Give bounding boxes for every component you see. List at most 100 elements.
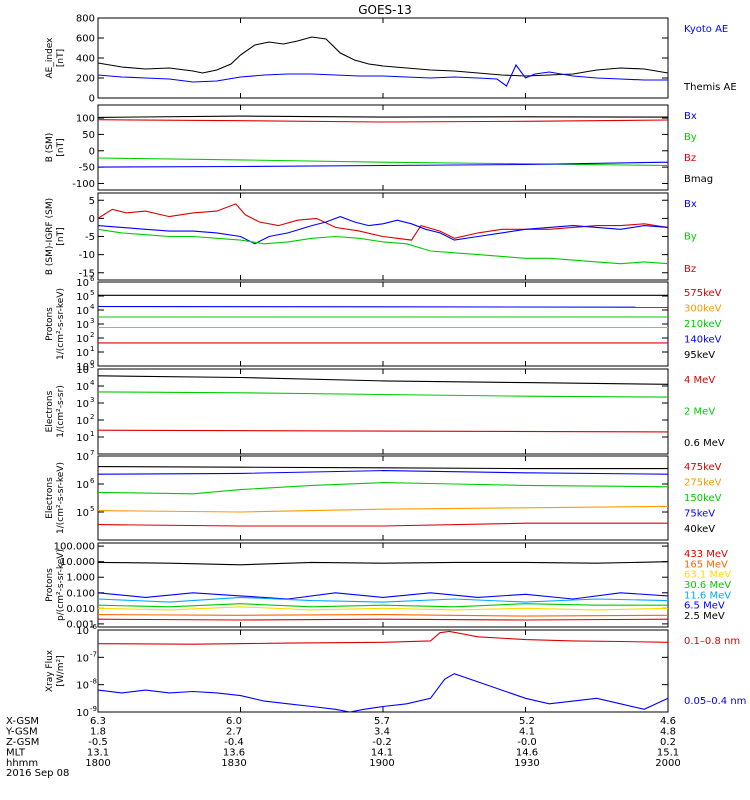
y-axis-label: AE_index — [45, 37, 55, 79]
legend-entry: 40keV — [684, 524, 715, 535]
y-tick-label: 0 — [89, 94, 95, 105]
legend-entry: 63.1 MeV — [684, 570, 731, 581]
y-tick-label: 400 — [76, 54, 95, 65]
legend-entry: 6.5 MeV — [684, 601, 725, 612]
y-tick-label: 0 — [89, 146, 95, 157]
series-line-63-1-mev — [97, 606, 669, 611]
legend-entry: 140keV — [684, 335, 722, 346]
y-tick-exponent: 7 — [90, 449, 94, 457]
y-axis-label: 1/(cm²-s-sr-keV) — [56, 462, 66, 534]
orbit-value: 1.8 — [90, 727, 106, 738]
y-axis-label: Electrons — [45, 477, 55, 519]
legend-entry: 433 MeV — [684, 549, 728, 560]
legend-entry: 95keV — [684, 350, 715, 361]
orbit-value: 14.1 — [371, 748, 393, 759]
series-line-2-mev — [97, 391, 669, 398]
orbit-row-label: hhmm — [6, 758, 38, 769]
series-line-by — [97, 228, 669, 265]
orbit-value: 5.7 — [374, 716, 390, 727]
y-tick-exponent: -6 — [90, 623, 98, 631]
y-tick-exponent: 5 — [90, 289, 94, 297]
legend-entry: Bz — [684, 264, 696, 275]
y-tick-exponent: 5 — [90, 505, 94, 513]
y-axis-label: Protons — [45, 307, 55, 341]
legend-entry: 2.5 MeV — [684, 611, 725, 622]
y-tick-label: 10 — [76, 416, 89, 427]
panel-protons_mev: 100.000 10.000 1.000 0.100 0.010 0.001 Protons… — [45, 542, 731, 631]
y-tick-label: 0.100 — [66, 588, 95, 599]
legend-entry: 275keV — [684, 478, 722, 489]
legend-entry: 0.6 MeV — [684, 438, 725, 449]
legend-entry: 75keV — [684, 509, 715, 520]
y-tick-exponent: 3 — [90, 317, 94, 325]
y-tick-label: 10 — [76, 399, 89, 410]
legend-entry: 150keV — [684, 493, 722, 504]
legend-entry: 165 MeV — [684, 559, 728, 570]
y-tick-label: -5 — [85, 232, 95, 243]
series-line-475kev — [97, 522, 668, 527]
y-tick-label: 50 — [82, 130, 95, 141]
legend-entry: 575keV — [684, 288, 722, 299]
y-tick-label: 10 — [76, 708, 89, 719]
series-line-433-mev — [97, 618, 669, 621]
y-tick-label: 200 — [76, 74, 95, 85]
orbit-value: 5.2 — [519, 716, 535, 727]
y-tick-label: 10 — [76, 362, 89, 373]
series-line-0-1-0-8-nm — [97, 630, 669, 645]
y-axis-label: Xray Flux — [45, 649, 55, 692]
legend-entry: 475keV — [684, 462, 722, 473]
y-tick-exponent: 1 — [90, 430, 94, 438]
y-axis-label: [nT] — [56, 49, 66, 67]
y-tick-label: 10 — [76, 508, 89, 519]
y-tick-label: 10 — [76, 334, 89, 345]
y-tick-label: 0.001 — [66, 619, 95, 630]
y-tick-exponent: 5 — [90, 362, 94, 370]
legend-entry: Bx — [684, 111, 697, 122]
legend-entry: 4 MeV — [684, 375, 715, 386]
orbit-value: -0.0 — [517, 737, 537, 748]
orbit-value: 2000 — [655, 758, 680, 769]
series-line-30-6-mev — [97, 603, 668, 608]
orbit-value: 4.8 — [660, 727, 676, 738]
y-tick-exponent: 4 — [90, 303, 95, 311]
y-tick-label: 10 — [76, 480, 89, 491]
legend-entry: By — [684, 232, 697, 243]
y-axis-label: [nT] — [56, 227, 66, 245]
date-label: 2016 Sep 08 — [6, 768, 69, 779]
y-tick-label: 100 — [76, 114, 95, 125]
orbit-value: 6.3 — [90, 716, 106, 727]
panel-frame — [97, 281, 669, 367]
series-line-150kev — [97, 482, 669, 495]
series-line-0-05-0-4-nm — [97, 673, 669, 713]
y-tick-label: 10 — [76, 681, 89, 692]
orbit-value: 0.2 — [660, 737, 676, 748]
orbit-value: 4.6 — [660, 716, 676, 727]
legend-entry: 30.6 MeV — [684, 580, 731, 591]
series-line-6-5-mev — [97, 592, 669, 600]
y-tick-label: 100.000 — [54, 542, 95, 553]
legend-entry: 2 MeV — [684, 407, 715, 418]
y-tick-label: -100 — [72, 179, 95, 190]
series-line-275kev — [97, 505, 669, 513]
y-tick-label: 10 — [76, 382, 89, 393]
series-line-bx — [97, 161, 669, 168]
legend-entry: 0.1–0.8 nm — [684, 636, 740, 647]
y-tick-exponent: 3 — [90, 396, 94, 404]
y-axis-label: [nT] — [56, 138, 66, 156]
orbit-table: X-GSM 6.3 6.0 5.7 5.2 4.6 Y-GSM 1.8 2.7 3.4 4.1 4.8… — [5, 716, 681, 769]
y-axis-label: 1/(cm²-s-sr) — [56, 385, 66, 438]
orbit-row-label: MLT — [6, 748, 26, 759]
y-tick-label: 10 — [76, 278, 89, 289]
orbit-value: 3.4 — [374, 727, 390, 738]
y-tick-exponent: 0 — [90, 359, 94, 367]
series-line-40kev — [97, 466, 668, 470]
legend-entry: Bmag — [684, 174, 713, 185]
panel-bsm: 100 50 0 -50 -100 B (SM) [nT] Bx By Bz Bmag — [45, 104, 713, 191]
orbit-value: 2.7 — [226, 727, 242, 738]
y-axis-label: 1/(cm²-s-sr-keV) — [56, 288, 66, 360]
series-line-bx — [97, 216, 669, 245]
y-tick-label: 10 — [76, 320, 89, 331]
